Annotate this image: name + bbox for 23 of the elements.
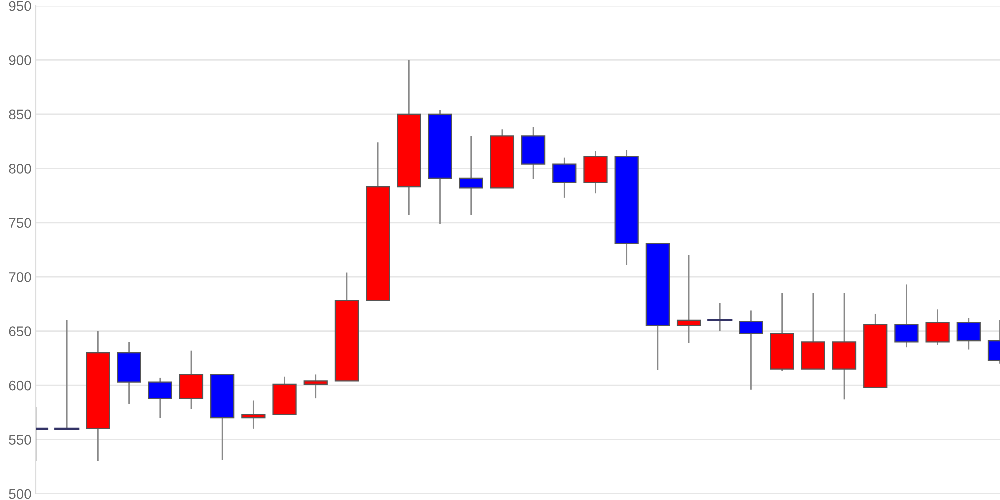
y-tick-label: 850 xyxy=(9,110,32,120)
y-tick-label: 700 xyxy=(9,272,32,282)
candlestick xyxy=(304,374,328,400)
candlestick xyxy=(708,302,733,332)
candlestick xyxy=(179,350,204,410)
candlestick xyxy=(676,254,702,344)
y-tick-label: 550 xyxy=(9,435,32,445)
y-tick-label: 750 xyxy=(9,218,32,228)
y-tick-label: 950 xyxy=(9,1,32,12)
candlestick xyxy=(956,318,981,350)
y-tick-label: 600 xyxy=(9,380,32,391)
candlestick xyxy=(242,400,266,430)
candlestick xyxy=(552,157,577,199)
candlestick xyxy=(926,308,950,346)
candlestick xyxy=(148,377,172,419)
y-tick-label: 650 xyxy=(9,326,32,337)
candlestick xyxy=(54,320,80,430)
candlestick xyxy=(739,310,764,391)
y-tick-label: 900 xyxy=(9,56,32,66)
candlestick xyxy=(459,135,484,216)
y-tick-label: 800 xyxy=(9,164,32,174)
y-tick-label: 500 xyxy=(9,489,32,500)
candlestick xyxy=(894,284,919,348)
